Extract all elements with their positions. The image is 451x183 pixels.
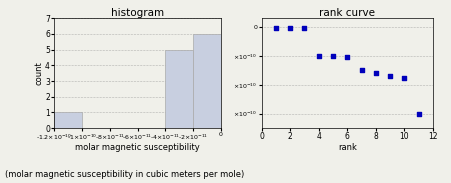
- Point: [387, 75, 394, 78]
- Title: rank curve: rank curve: [319, 8, 375, 18]
- Bar: [166, 50, 193, 128]
- X-axis label: rank: rank: [338, 143, 357, 152]
- Point: [301, 27, 308, 30]
- Bar: [54, 112, 82, 128]
- Point: [272, 27, 280, 30]
- Point: [372, 72, 379, 75]
- Title: histogram: histogram: [111, 8, 164, 18]
- Point: [329, 54, 336, 57]
- Point: [315, 54, 322, 57]
- Point: [401, 76, 408, 79]
- Text: (molar magnetic susceptibility in cubic meters per mole): (molar magnetic susceptibility in cubic …: [5, 170, 244, 179]
- Y-axis label: count: count: [35, 61, 44, 85]
- Bar: [193, 34, 221, 128]
- Point: [415, 112, 422, 115]
- X-axis label: molar magnetic susceptibility: molar magnetic susceptibility: [75, 143, 200, 152]
- Point: [344, 56, 351, 59]
- Point: [358, 69, 365, 72]
- Point: [286, 27, 294, 30]
